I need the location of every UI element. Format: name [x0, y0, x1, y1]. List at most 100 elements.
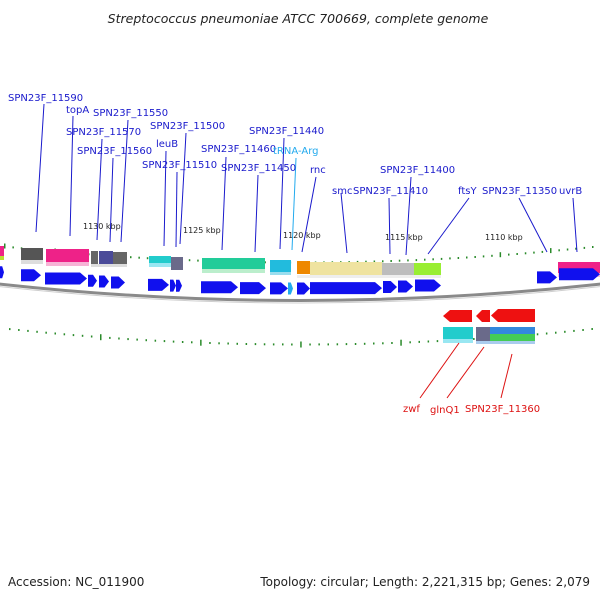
tick-mark	[466, 256, 468, 259]
tick-mark	[564, 330, 566, 333]
tick-mark	[218, 342, 220, 345]
tick-mark	[138, 256, 140, 259]
tick-mark	[373, 342, 375, 345]
gene-label: SPN23F_11560	[77, 146, 152, 157]
tick-mark	[272, 343, 275, 346]
tick-mark	[90, 335, 93, 338]
gene-label: SPN23F_11410	[353, 186, 428, 197]
tick-mark	[136, 338, 138, 341]
tick-mark	[245, 343, 248, 345]
gene-label: topA	[66, 105, 89, 116]
tick-mark	[309, 343, 311, 346]
forward-cds-arrow	[201, 281, 238, 294]
tick-mark	[81, 334, 84, 337]
tick-mark	[499, 252, 502, 258]
forward-cds-arrow	[297, 282, 310, 295]
tick-mark	[424, 258, 426, 261]
tick-mark	[154, 339, 157, 342]
forward-cds-arrow	[88, 274, 97, 287]
tick-mark	[390, 260, 392, 262]
forward-cds-arrow	[45, 272, 87, 285]
forward-feature-track	[0, 246, 600, 278]
forward-labels: SPN23F_11590 topA SPN23F_11550 SPN23F_11…	[8, 93, 582, 197]
tick-mark	[415, 259, 418, 262]
gene-label: uvrB	[559, 186, 582, 197]
tick-mark	[400, 339, 402, 346]
tick-mark	[27, 329, 29, 332]
reverse-leader-lines	[419, 342, 513, 399]
genome-summary-text: Topology: circular; Length: 2,221,315 bp…	[259, 575, 590, 589]
tick-mark	[118, 337, 120, 340]
tick-mark	[54, 332, 56, 335]
tick-mark	[583, 246, 586, 249]
forward-cds-arrow	[415, 279, 441, 292]
tick-mark	[130, 256, 132, 259]
tick-mark	[440, 257, 443, 260]
tick-mark	[508, 253, 510, 256]
gene-label: leuB	[156, 139, 178, 150]
forward-cds-arrow	[176, 279, 182, 292]
tick-mark	[566, 248, 569, 251]
tick-mark	[354, 343, 357, 345]
gene-label: SPN23F_11570	[66, 127, 141, 138]
tick-mark	[432, 258, 434, 261]
forward-cds-arrow	[111, 276, 125, 289]
reverse-feature-track	[443, 327, 535, 344]
forward-cds-arrow	[559, 268, 600, 281]
tick-mark	[382, 260, 384, 263]
forward-cds-arrow	[170, 279, 176, 292]
tick-mark	[63, 333, 66, 336]
tick-mark	[163, 340, 166, 343]
tick-mark	[191, 341, 193, 344]
tick-mark	[516, 253, 518, 255]
gene-label: SPN23F_11500	[150, 121, 225, 132]
tick-mark	[575, 247, 577, 250]
tick-mark	[491, 254, 493, 257]
gene-label: SPN23F_11440	[249, 126, 324, 137]
genome-backbone	[0, 282, 600, 302]
forward-cds-arrow	[0, 266, 4, 279]
gene-label: ftsY	[458, 186, 477, 197]
tick-mark	[45, 331, 47, 334]
tick-mark	[550, 248, 552, 254]
tick-mark	[541, 250, 544, 253]
tick-mark	[109, 336, 111, 339]
tick-mark	[200, 339, 202, 346]
tick-mark	[436, 340, 439, 343]
tick-mark	[545, 332, 548, 335]
tick-mark	[427, 340, 430, 343]
tick-mark	[282, 343, 284, 346]
forward-cds-arrow	[310, 282, 382, 295]
tick-mark	[409, 341, 411, 344]
tick-mark	[382, 342, 384, 345]
tick-mark	[582, 329, 584, 331]
tick-mark	[449, 257, 451, 260]
tick-mark	[254, 343, 257, 346]
tick-mark	[172, 340, 175, 343]
gene-label: glnQ1	[430, 405, 460, 416]
tick-mark	[398, 259, 401, 262]
forward-cds-arrow	[99, 275, 109, 288]
tick-mark	[12, 246, 14, 249]
tick-mark	[336, 343, 339, 346]
scale-label: 1130 kbp	[83, 222, 121, 231]
gene-label: SPN23F_11590	[8, 93, 83, 104]
tick-mark	[188, 259, 191, 262]
tick-mark	[592, 246, 594, 248]
scale-label: 1125 kbp	[183, 226, 221, 235]
reverse-cds-arrow	[476, 310, 490, 322]
tick-mark	[318, 343, 320, 346]
tick-mark	[473, 338, 475, 340]
tick-mark	[9, 328, 11, 331]
tick-mark	[418, 340, 420, 343]
tick-mark	[236, 342, 238, 345]
tick-mark	[482, 255, 485, 258]
tick-mark	[457, 257, 460, 259]
reverse-cds-track	[443, 309, 535, 322]
tick-mark	[555, 331, 557, 334]
tick-mark	[363, 342, 366, 345]
tick-mark	[300, 341, 302, 348]
tick-mark	[474, 256, 476, 258]
tick-mark	[356, 260, 359, 263]
